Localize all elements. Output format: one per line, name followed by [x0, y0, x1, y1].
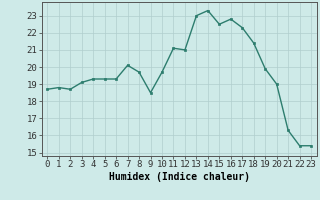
X-axis label: Humidex (Indice chaleur): Humidex (Indice chaleur): [109, 172, 250, 182]
